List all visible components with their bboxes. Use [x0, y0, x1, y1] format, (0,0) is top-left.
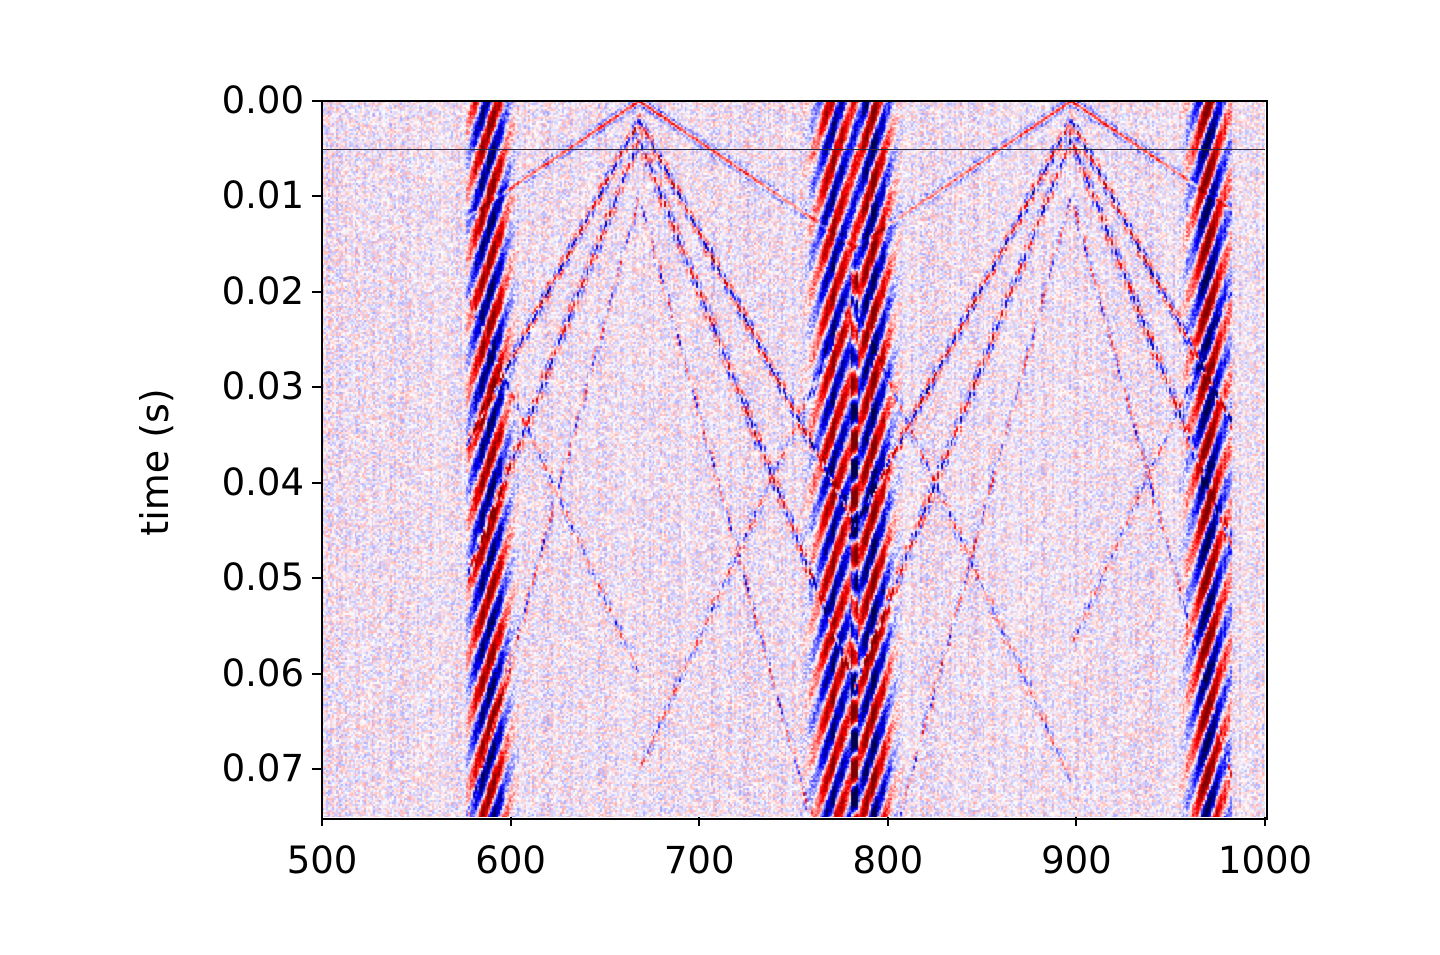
- y-tick-label: 0.02: [221, 269, 304, 313]
- y-tick-label: 0.07: [221, 747, 304, 791]
- y-tick-label: 0.00: [221, 79, 304, 122]
- x-tick-label: 900: [1041, 839, 1112, 882]
- y-tick-label: 0.01: [221, 174, 304, 218]
- x-tick: [698, 817, 701, 826]
- reference-line: [322, 148, 1265, 150]
- x-tick: [1075, 817, 1078, 826]
- y-tick: [312, 386, 322, 389]
- x-tick-label: 700: [663, 839, 735, 882]
- y-tick-label: 0.03: [221, 365, 304, 409]
- y-tick: [312, 195, 322, 198]
- x-tick: [321, 817, 323, 826]
- y-tick: [312, 481, 322, 484]
- x-tick-label: 600: [475, 839, 546, 882]
- x-tick: [886, 817, 889, 826]
- y-tick: [312, 672, 322, 675]
- x-tick-label: 500: [286, 839, 358, 882]
- seismic-gather-image: [322, 101, 1265, 817]
- y-tick-label: 0.06: [221, 651, 304, 695]
- x-tick: [509, 817, 512, 826]
- y-tick-label: 0.05: [221, 556, 304, 600]
- x-tick-label: 1000: [1217, 839, 1313, 882]
- y-tick: [312, 577, 322, 580]
- y-tick-label: 0.04: [221, 460, 304, 504]
- x-tick-label: 800: [852, 839, 924, 882]
- x-tick: [1264, 817, 1266, 826]
- y-tick: [312, 100, 322, 102]
- y-tick: [312, 768, 322, 771]
- y-tick: [312, 290, 322, 293]
- y-axis-label: time (s): [133, 388, 177, 536]
